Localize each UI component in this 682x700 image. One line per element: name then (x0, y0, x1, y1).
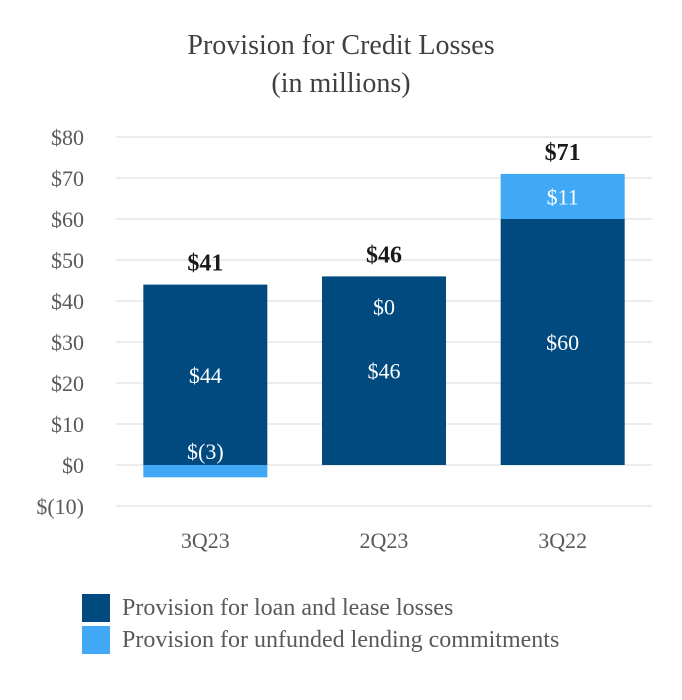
y-tick-label: $0 (62, 453, 84, 478)
bar-segment (143, 465, 268, 478)
bar-segment (500, 219, 625, 465)
chart-plot: Provision for Credit Losses (in millions)… (36, 30, 652, 553)
bar-value-label: $60 (546, 330, 579, 355)
y-tick-label: $50 (51, 248, 84, 273)
legend-swatch (82, 594, 110, 622)
bar-value-label: $46 (368, 359, 401, 384)
bar-segment (322, 276, 446, 465)
y-tick-label: $40 (51, 289, 84, 314)
bar-segment (143, 284, 268, 465)
legend-label: Provision for loan and lease losses (122, 594, 454, 621)
bar-value-label: $(3) (187, 439, 224, 464)
chart-subtitle: (in millions) (271, 68, 410, 99)
chart-title: Provision for Credit Losses (187, 30, 494, 61)
y-tick-label: $(10) (36, 494, 84, 519)
bar-total-label: $71 (545, 140, 581, 166)
bar-total-label: $46 (366, 242, 402, 268)
y-tick-label: $60 (51, 207, 84, 232)
y-tick-label: $70 (51, 166, 84, 191)
bar-value-label: $11 (547, 184, 579, 209)
legend-swatch (82, 626, 110, 654)
bar-value-label: $0 (373, 294, 395, 319)
bar-value-label: $44 (189, 363, 222, 388)
y-tick-label: $10 (51, 412, 84, 437)
legend-label: Provision for unfunded lending commitmen… (122, 626, 560, 653)
y-tick-label: $20 (51, 371, 84, 396)
legend-item: Provision for unfunded lending commitmen… (82, 624, 662, 656)
x-tick-label: 3Q22 (538, 528, 587, 553)
bar-segment (500, 173, 625, 219)
y-tick-label: $30 (51, 330, 84, 355)
x-tick-label: 3Q23 (181, 528, 230, 553)
y-tick-label: $80 (51, 125, 84, 150)
chart-legend: Provision for loan and lease losses Provi… (82, 592, 662, 656)
legend-item: Provision for loan and lease losses (82, 592, 662, 624)
x-tick-label: 2Q23 (360, 528, 409, 553)
bar-total-label: $41 (187, 251, 223, 277)
